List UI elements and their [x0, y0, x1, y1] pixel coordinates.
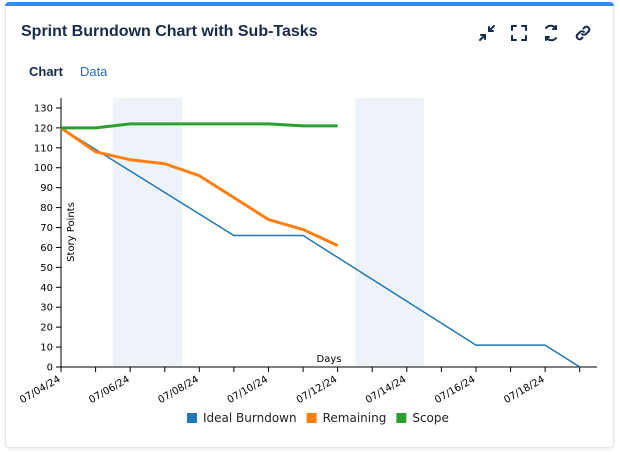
- card-title: Sprint Burndown Chart with Sub-Tasks: [21, 23, 318, 40]
- x-tick-label: 07/14/24: [364, 374, 408, 406]
- series-line-scope: [61, 122, 338, 130]
- series-line-ideal-burndown: [60, 127, 581, 368]
- view-tabs: Chart Data: [29, 64, 107, 79]
- x-tick-label: 07/08/24: [156, 374, 200, 406]
- tab-chart[interactable]: Chart: [29, 64, 63, 79]
- legend-label: Scope: [412, 411, 449, 425]
- collapse-icon[interactable]: [477, 23, 497, 43]
- x-tick-label: 07/06/24: [87, 374, 131, 406]
- legend-swatch: [187, 413, 197, 423]
- legend-label: Remaining: [323, 411, 387, 425]
- fullscreen-icon[interactable]: [509, 23, 529, 43]
- series-line-remaining: [60, 126, 339, 247]
- x-tick-label: 07/16/24: [433, 374, 477, 406]
- y-tick-label: 10: [40, 343, 53, 354]
- x-tick-label: 07/12/24: [295, 374, 339, 406]
- y-tick-label: 130: [34, 103, 53, 114]
- tab-data[interactable]: Data: [79, 64, 108, 79]
- legend-swatch: [396, 413, 407, 423]
- y-tick-label: 50: [40, 263, 53, 274]
- refresh-icon[interactable]: [541, 23, 561, 43]
- y-tick-label: 30: [40, 303, 53, 314]
- x-tick-label: 07/18/24: [502, 374, 546, 406]
- x-axis-title: Days: [317, 354, 342, 365]
- card-toolbar: [477, 23, 593, 43]
- burndown-card: Sprint Burndown Chart with Sub-Tasks: [5, 2, 614, 448]
- x-tick-label: 07/04/24: [18, 374, 62, 406]
- link-icon[interactable]: [573, 23, 593, 43]
- y-tick-label: 80: [40, 203, 53, 214]
- x-tick-label: 07/10/24: [226, 374, 270, 406]
- legend-label: Ideal Burndown: [203, 411, 297, 425]
- y-axis-title: Story Points: [66, 202, 77, 262]
- weekend-band: [112, 98, 183, 367]
- legend-swatch: [306, 413, 317, 423]
- y-tick-label: 120: [34, 123, 53, 134]
- y-tick-label: 20: [40, 323, 53, 334]
- y-tick-label: 40: [40, 283, 53, 294]
- card-accent-bar: [5, 2, 614, 6]
- y-tick-label: 100: [34, 163, 53, 174]
- y-tick-label: 60: [40, 243, 53, 254]
- y-tick-label: 110: [34, 143, 53, 154]
- weekend-band: [354, 98, 425, 367]
- y-tick-label: 0: [47, 363, 53, 374]
- y-tick-label: 90: [40, 183, 53, 194]
- y-tick-label: 70: [40, 223, 53, 234]
